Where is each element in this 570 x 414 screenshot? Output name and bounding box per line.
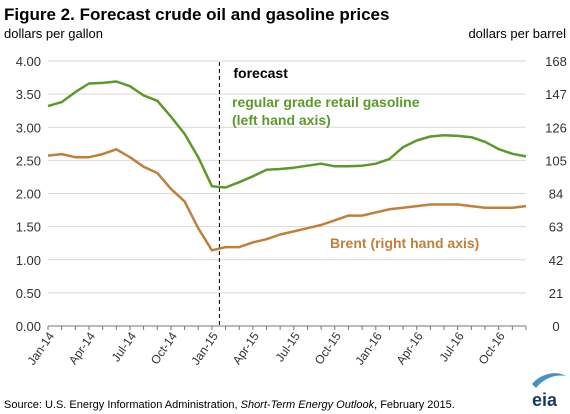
x-tick-label: Jan-14 <box>25 329 58 367</box>
right-axis-unit: dollars per barrel <box>468 26 566 41</box>
right-tick-label: 126 <box>545 120 567 135</box>
left-tick-label: 3.00 <box>16 120 41 135</box>
right-tick-label: 21 <box>549 286 563 301</box>
right-tick-label: 84 <box>549 187 563 202</box>
right-tick-label: 168 <box>545 54 567 69</box>
x-tick-label: Jul-15 <box>273 329 303 364</box>
gasoline-line <box>47 80 527 189</box>
x-tick-label: Oct-14 <box>148 329 180 367</box>
left-tick-label: 2.00 <box>16 187 41 202</box>
x-tick-label: Apr-15 <box>230 329 262 367</box>
right-tick-labels: 0 21 42 63 84 105 126 147 168 <box>545 54 567 334</box>
left-tick-labels: 0.00 0.50 1.00 1.50 2.00 2.50 3.00 3.50 4.00 <box>16 54 41 334</box>
source-note: Source: U.S. Energy Information Administ… <box>4 399 455 411</box>
gasoline-label: regular grade retail gasoline <box>232 94 420 110</box>
x-tick-label: Jul-14 <box>109 329 139 364</box>
right-tick-label: 0 <box>552 319 559 334</box>
right-tick-label: 147 <box>545 87 567 102</box>
left-tick-label: 3.50 <box>16 87 41 102</box>
right-tick-label: 42 <box>549 253 563 268</box>
left-tick-label: 4.00 <box>16 54 41 69</box>
left-tick-label: 1.00 <box>16 253 41 268</box>
gasoline-label-axis: (left hand axis) <box>232 112 331 128</box>
logo-swoosh <box>532 373 566 388</box>
x-tick-label: Oct-16 <box>476 329 508 367</box>
x-axis: Jan-14 Apr-14 Jul-14 Oct-14 Jan-15 Apr-15 Jul-… <box>25 325 527 368</box>
right-tick-label: 105 <box>545 153 567 168</box>
x-tick-label: Jan-16 <box>352 329 385 367</box>
left-tick-label: 1.50 <box>16 220 41 235</box>
left-tick-label: 0.50 <box>16 286 41 301</box>
x-tick-label: Jul-16 <box>437 329 467 364</box>
chart-title: Figure 2. Forecast crude oil and gasolin… <box>4 5 389 24</box>
x-tick-label: Oct-15 <box>312 329 344 367</box>
brent-label: Brent (right hand axis) <box>330 235 479 251</box>
logo-text: eia <box>532 390 558 410</box>
gridlines <box>48 60 526 294</box>
x-tick-label: Apr-14 <box>66 329 98 367</box>
left-tick-label: 0.00 <box>16 319 41 334</box>
x-tick-label: Apr-16 <box>394 329 426 367</box>
forecast-label: forecast <box>233 65 288 81</box>
left-axis-unit: dollars per gallon <box>4 26 103 41</box>
right-tick-label: 63 <box>549 220 563 235</box>
brent-line <box>47 148 527 252</box>
left-tick-label: 2.50 <box>16 153 41 168</box>
eia-logo: eia <box>532 373 566 410</box>
x-tick-label: Jan-15 <box>188 329 221 367</box>
